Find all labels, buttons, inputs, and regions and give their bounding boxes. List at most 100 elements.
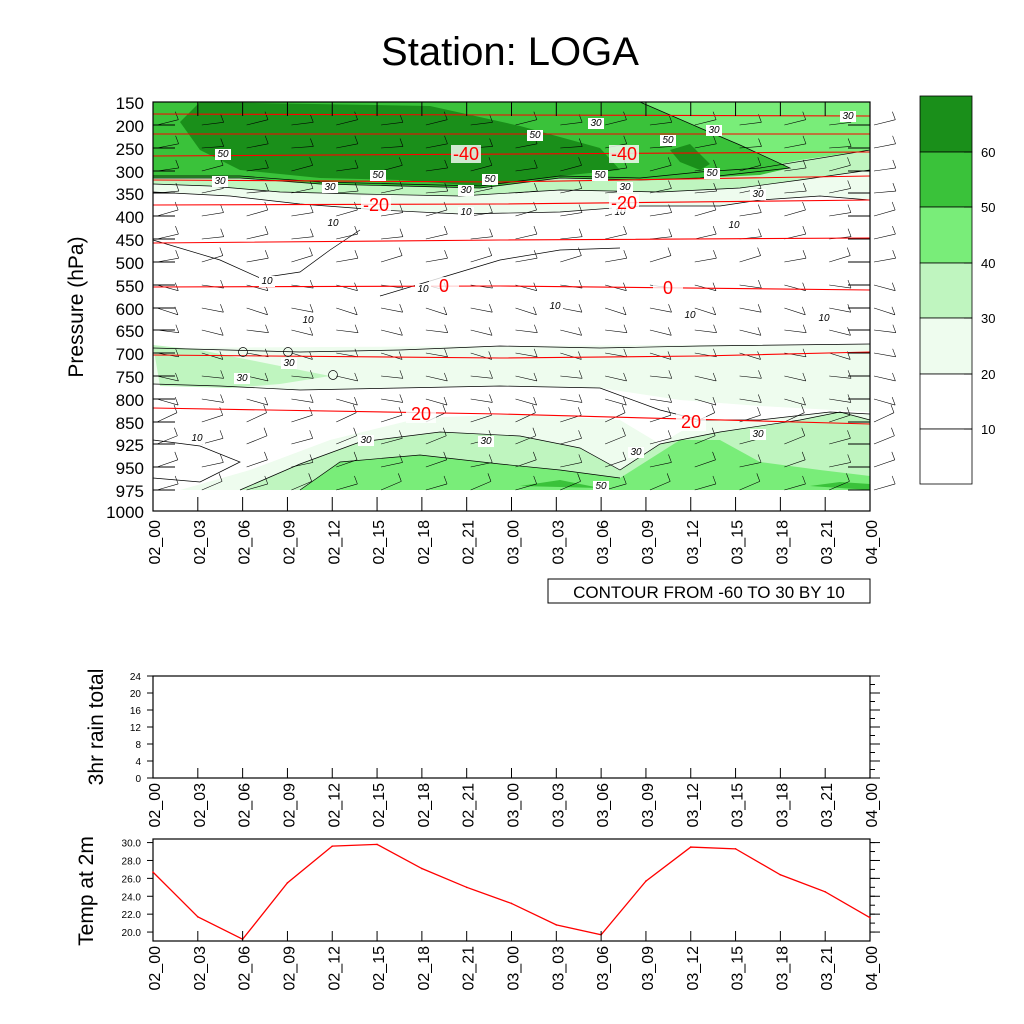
wind-barb-shaft xyxy=(291,438,313,445)
speed-label-bg xyxy=(592,170,608,181)
wind-barb-flag xyxy=(847,430,851,439)
wind-barb-shaft xyxy=(156,435,178,445)
speed-label-bg xyxy=(189,433,205,444)
temperature-point xyxy=(734,848,737,850)
wind-barb-shaft xyxy=(291,481,312,491)
wind-barb-shaft xyxy=(381,236,403,240)
temperature-contour-label: 20 xyxy=(681,412,701,432)
wind-barb-flag xyxy=(488,157,493,166)
temp-line-c xyxy=(152,175,871,183)
wind-barb-shaft xyxy=(829,462,851,468)
colorbar-label: 30 xyxy=(981,311,995,326)
wind-barb-flag xyxy=(398,351,403,360)
speed-contour-label: 10 xyxy=(549,301,561,312)
wind-barb-flag xyxy=(399,157,403,166)
speed-label-bg xyxy=(281,358,297,369)
pressure-tick-label: 925 xyxy=(116,436,144,455)
temperature-contour-label: -40 xyxy=(611,144,637,164)
speed-contour-label: 10 xyxy=(614,207,626,218)
wind-barb-shaft xyxy=(873,329,896,333)
speed-contour-label: 50 xyxy=(484,174,496,185)
temp-time-label: 02_12 xyxy=(326,946,343,991)
temp-tick-label: 24.0 xyxy=(122,892,142,903)
wind-barb-flag xyxy=(892,225,896,235)
wind-barb-shaft xyxy=(649,236,672,240)
wind-barb-flag xyxy=(534,159,538,169)
temp-time-label: 03_06 xyxy=(595,946,612,991)
wind-barb-shaft xyxy=(873,209,896,217)
temp-time-label: 03_12 xyxy=(685,946,702,991)
wind-barb-shaft xyxy=(829,375,852,379)
speed-contour-label: 10 xyxy=(302,315,314,326)
wind-barb-flag xyxy=(623,135,628,144)
wind-barb-flag xyxy=(892,159,897,169)
wind-barb-shaft xyxy=(380,438,403,445)
contour-line-20-mid xyxy=(152,343,871,353)
wind-barb-shaft xyxy=(560,122,583,126)
wind-barb-shaft xyxy=(829,352,851,360)
wind-barb-shaft xyxy=(425,483,448,491)
wind-barb-shaft xyxy=(246,307,268,316)
temperature-contour-label: -20 xyxy=(611,193,637,213)
wind-barb-shaft xyxy=(694,375,717,382)
time-tick-label: 02_12 xyxy=(326,520,343,565)
wind-barb-flag xyxy=(398,247,403,256)
wind-barb-flag xyxy=(175,250,179,259)
speed-label-bg xyxy=(234,373,250,384)
wind-barb-shaft xyxy=(649,165,672,172)
wind-barb-flag xyxy=(801,427,806,436)
wind-barb-shaft xyxy=(291,146,314,149)
pressure-tick-label: 650 xyxy=(116,322,144,341)
wind-barb-shaft xyxy=(873,190,896,194)
wind-barb-flag xyxy=(533,396,537,406)
wind-barb-shaft xyxy=(470,414,492,423)
temperature-point xyxy=(779,873,782,876)
wind-speed-shading xyxy=(153,102,870,511)
wind-barb-flag xyxy=(578,370,583,379)
wind-barb-flag xyxy=(666,473,671,482)
temperature-point xyxy=(645,880,647,882)
colorbar-bin xyxy=(919,317,973,375)
wind-barb-shaft xyxy=(649,188,672,194)
wind-barb-flag xyxy=(846,473,850,482)
wind-barb-flag xyxy=(578,327,582,336)
wind-barb-flag xyxy=(354,111,358,120)
wind-barb-shaft xyxy=(605,352,627,358)
wind-barb-shaft xyxy=(739,398,762,403)
wind-barb-flag xyxy=(892,348,896,357)
wind-barb-shaft xyxy=(739,165,761,172)
wind-barb-flag xyxy=(175,324,180,333)
wind-barb-flag xyxy=(175,182,180,192)
rain-tick-label: 0 xyxy=(135,774,141,785)
wind-barb-shaft xyxy=(649,375,672,379)
wind-barb-flag xyxy=(489,228,493,237)
rain-time-label: 04_00 xyxy=(864,783,881,828)
wind-barb-flag xyxy=(802,324,807,333)
temperature-points xyxy=(152,843,871,941)
wind-barb-shaft xyxy=(425,352,448,358)
wind-barb-shaft xyxy=(515,143,538,149)
wind-barb-flag xyxy=(891,427,895,436)
wind-barb-flag xyxy=(533,475,537,485)
wind-barb-shaft xyxy=(784,209,806,217)
temp-label-bg xyxy=(609,145,639,163)
rain-time-label: 02_12 xyxy=(326,783,343,828)
wind-barb-shaft xyxy=(649,212,672,217)
speed-contour-label: 30 xyxy=(324,182,336,193)
wind-barb-shaft xyxy=(291,255,313,263)
contour-info-text: CONTOUR FROM -60 TO 30 BY 10 xyxy=(573,583,845,602)
wind-barb-shaft xyxy=(291,212,314,217)
wind-barb-flag xyxy=(220,114,224,123)
wind-barb-shaft xyxy=(560,438,582,445)
wind-barb-shaft xyxy=(829,329,851,336)
shade-low-50-60 xyxy=(520,480,600,488)
wind-barb-flag xyxy=(758,279,762,289)
wind-barb-shaft xyxy=(201,146,224,149)
wind-barb-flag xyxy=(668,370,673,379)
wind-barb-shaft xyxy=(201,307,224,313)
wind-barb-flag xyxy=(847,138,852,147)
wind-barb-flag xyxy=(712,306,716,315)
wind-barb-shaft xyxy=(470,375,493,379)
wind-barb-flag xyxy=(398,407,403,416)
wind-barb-flag xyxy=(174,306,179,315)
